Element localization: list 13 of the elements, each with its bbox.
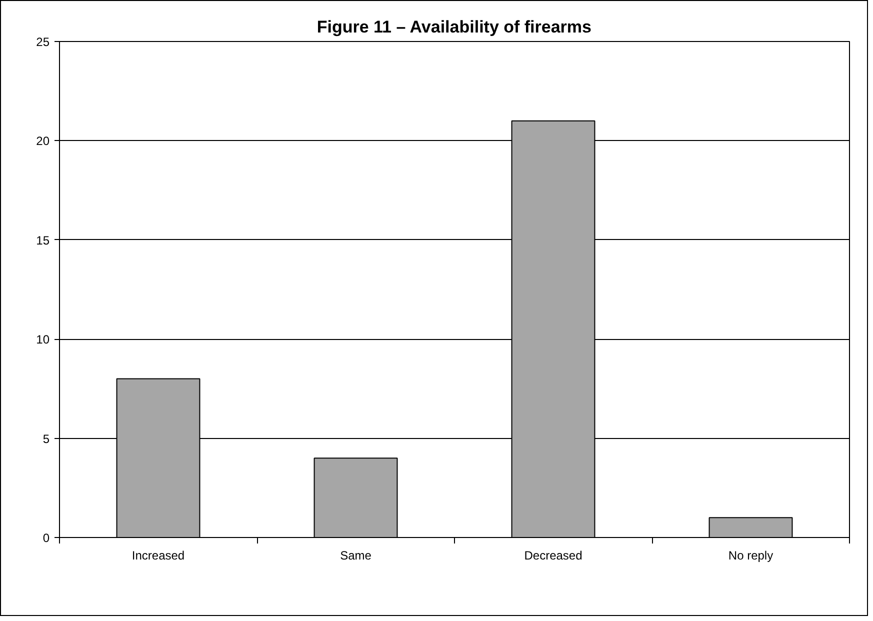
y-tick-label: 20 <box>36 134 50 148</box>
y-tick-label: 25 <box>36 35 50 49</box>
x-tick-label: Decreased <box>524 548 582 562</box>
y-tick-label: 0 <box>42 531 50 545</box>
bar <box>314 458 398 538</box>
bar <box>708 517 793 538</box>
y-tick-label: 5 <box>42 432 50 446</box>
y-tick-label: 10 <box>36 332 50 347</box>
y-tick-label: 15 <box>36 233 50 248</box>
x-tick-label: Increased <box>132 548 185 562</box>
x-tick-label: Same <box>340 548 372 562</box>
x-tick-label: No reply <box>728 548 774 562</box>
chart-title: Figure 11 – Availability of firearms <box>316 18 592 36</box>
